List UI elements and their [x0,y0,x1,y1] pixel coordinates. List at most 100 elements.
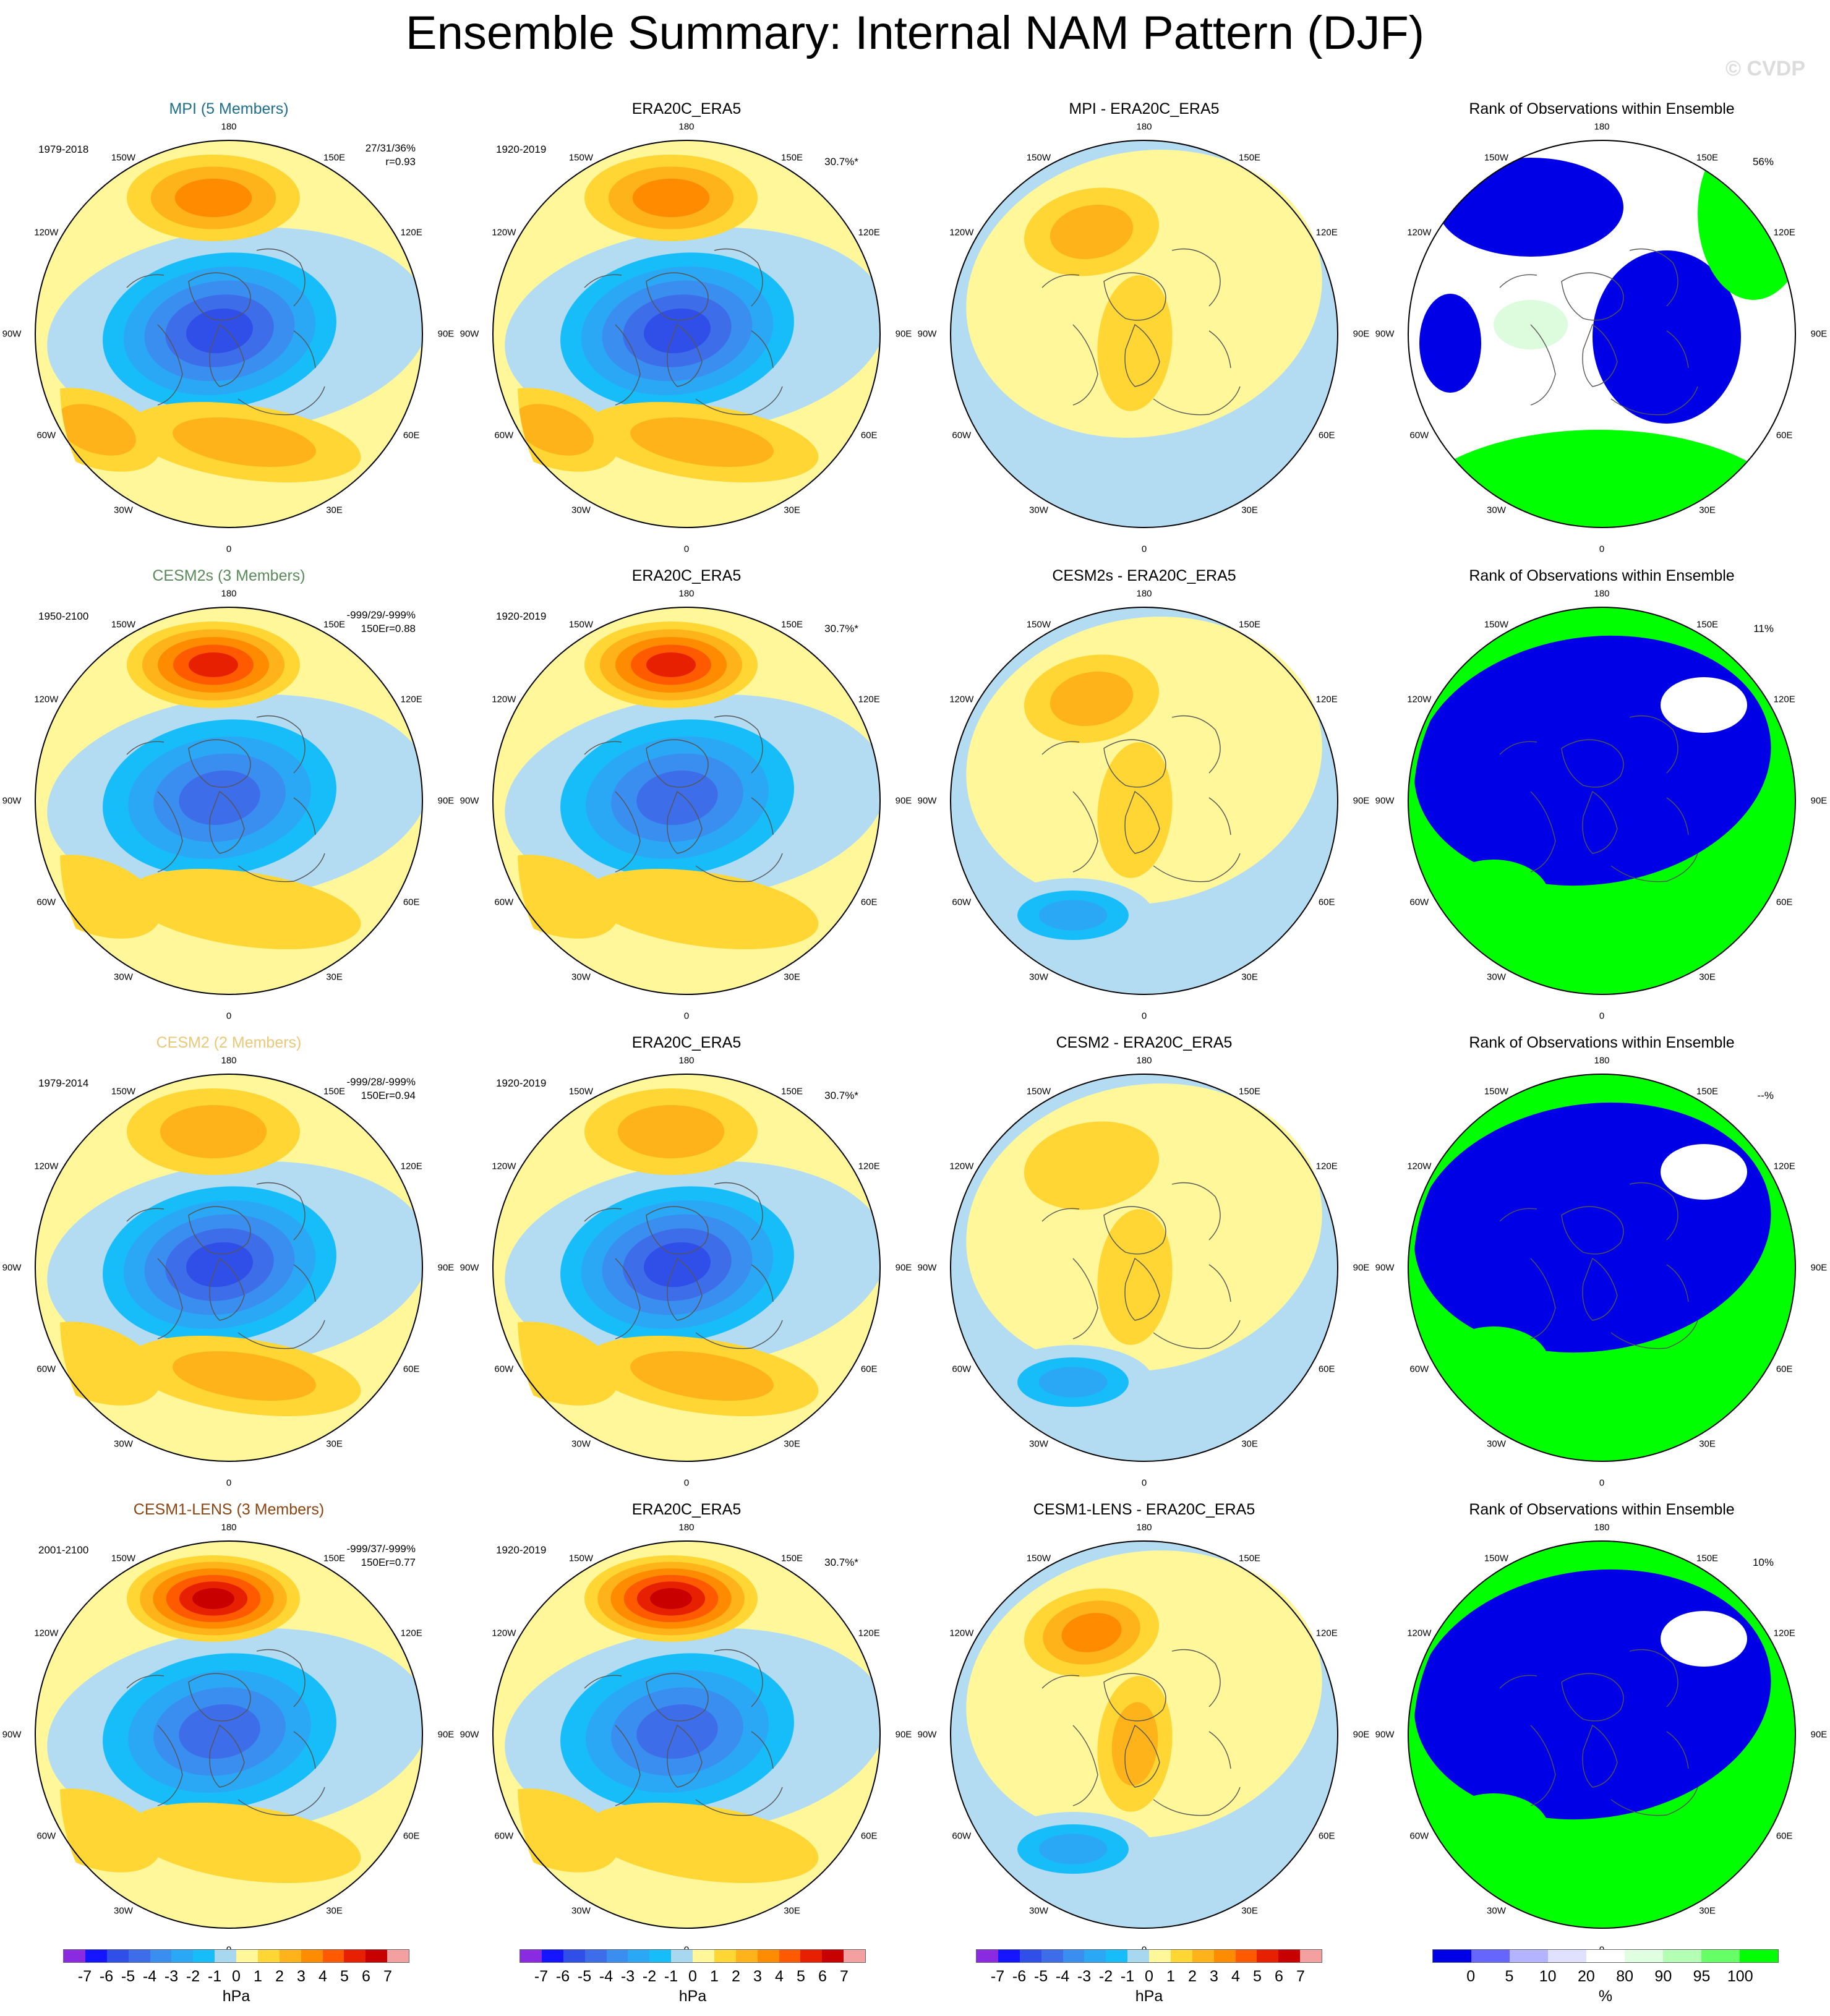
label-60w: 60W [952,1364,972,1375]
colorbar-unit-label: hPa [222,1988,250,2005]
coastline-4 [237,853,325,882]
label-120e: 120E [858,1628,880,1639]
colorbar-tick-label: -6 [1012,1968,1027,1985]
label-150e: 150E [1696,152,1719,163]
label-90e: 90E [895,328,912,340]
colorbar-swatch-2 [1510,1950,1548,1962]
label-0: 0 [1141,1477,1147,1489]
obs-pacific-high-level-6 [650,1588,692,1609]
pattern-correlation: 150Er=0.77 [361,1557,416,1568]
panel-diff-row-1: MPI - ERA20C_ERA5 180 0 150W 150E 120W 120E 90W… [915,93,1373,563]
label-150e: 150E [1696,619,1719,630]
obs-period-label: 1920-2019 [496,1077,547,1089]
panel-model-row-3: CESM2 (2 Members) 1979-2014 -999/28/-999% 1… [0,1027,458,1497]
label-30w: 30W [114,972,133,983]
label-60e: 60E [1776,430,1793,441]
pattern-correlation: 150Er=0.94 [361,1090,416,1101]
label-90w: 90W [917,795,937,806]
diff-low-level--2 [1038,1834,1108,1864]
colorbar-swatch-15 [844,1950,865,1962]
coastline-3 [157,1258,183,1339]
coastline-1 [667,1724,703,1788]
coastline-1 [1124,790,1160,854]
coastline-5 [1041,274,1080,288]
obs-pacific-high-level-3 [632,178,710,218]
colorbar-swatch-15 [387,1950,409,1962]
diff-field [951,1074,1338,1461]
label-180: 180 [1594,121,1610,132]
diff-high-level-3 [1061,1613,1122,1652]
label-90e: 90E [1353,328,1370,340]
label-120w: 120W [34,227,59,238]
label-120w: 120W [34,1628,59,1639]
coastline-4 [1610,1787,1698,1816]
diff-high-level-1 [1024,1121,1160,1210]
label-30w: 30W [1487,1905,1506,1916]
label-60w: 60W [494,1830,514,1842]
obs-field [488,1541,887,1928]
colorbar-tick-label: 3 [297,1968,306,1985]
coastline-1 [209,1257,245,1321]
coastline-6 [751,330,774,369]
label-90e: 90E [437,795,455,806]
panel-obs-row-2: ERA20C_ERA5 1920-2019 30.7%* 180 0 150W 150E 12… [458,560,915,1030]
rank-blue-region-2 [1593,250,1741,424]
label-120w: 120W [492,1161,516,1172]
label-90w: 90W [2,1262,22,1273]
label-180: 180 [678,588,695,599]
colorbar-tick-label: 1 [1166,1968,1175,1985]
label-60w: 60W [952,1830,972,1842]
obs-title: ERA20C_ERA5 [631,1501,742,1518]
label-150e: 150E [1239,1086,1261,1097]
label-150e: 150E [1239,152,1261,163]
coastline-6 [1208,1731,1231,1769]
colorbar-tick-label: 2 [1188,1968,1197,1985]
label-60e: 60E [860,1830,878,1842]
coastline-3 [1530,324,1556,406]
obs-variance-pct: 30.7%* [824,156,858,168]
coastline-0 [646,739,709,788]
label-120w: 120W [949,694,974,705]
label-30e: 30E [784,505,800,516]
label-90w: 90W [1375,1729,1395,1740]
rank-field [1408,140,1795,527]
label-180: 180 [221,1522,237,1533]
label-60e: 60E [1318,430,1335,441]
label-30e: 30E [784,1905,800,1916]
label-60e: 60E [860,1364,878,1375]
label-30e: 30E [784,1438,800,1450]
coastline-6 [293,797,316,835]
label-90w: 90W [1375,1262,1395,1273]
colorbar-rank: 0 5 10 20 80 90 95 100% [1432,1949,1779,2011]
label-0: 0 [226,1477,232,1489]
label-0: 0 [226,544,232,555]
label-60w: 60W [1409,430,1429,441]
coastline-6 [1208,1264,1231,1302]
colorbar-swatch-3 [128,1950,150,1962]
label-150w: 150W [111,1553,136,1564]
colorbar-swatch-12 [322,1950,344,1962]
colorbar-swatch-0 [64,1950,85,1962]
coastline-5 [1041,1675,1080,1689]
map-border [492,1074,881,1462]
label-180: 180 [1136,1522,1152,1533]
label-90e: 90E [1353,1262,1370,1273]
colorbar-swatch-8 [1740,1950,1778,1962]
label-30w: 30W [1029,1438,1048,1450]
colorbar-tick-label: 7 [383,1968,392,1985]
colorbar-tick-label: 0 [688,1968,697,1985]
colorbar-swatch-5 [628,1950,650,1962]
colorbar-tick-label: 20 [1577,1968,1595,1985]
label-0: 0 [1599,1477,1605,1489]
label-30w: 30W [1029,505,1048,516]
rank-white-region [1661,1144,1747,1200]
label-30w: 30W [114,505,133,516]
obs-map [488,1540,887,1929]
label-180: 180 [1136,588,1152,599]
diff-high-level-2 [1050,204,1134,260]
label-30w: 30W [571,1905,591,1916]
map-border [492,1540,881,1929]
map-border [35,1540,423,1929]
coastline-5 [584,1208,622,1222]
label-30w: 30W [1029,1905,1048,1916]
